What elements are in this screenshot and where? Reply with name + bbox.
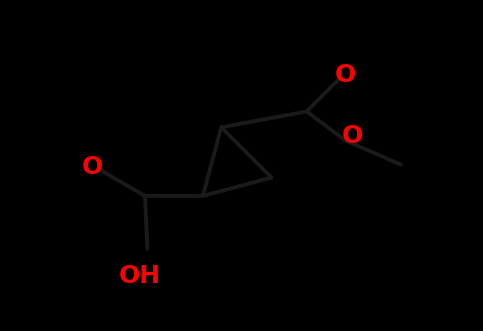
Text: O: O bbox=[81, 155, 102, 179]
Text: OH: OH bbox=[119, 263, 161, 288]
Text: O: O bbox=[335, 63, 356, 87]
Text: O: O bbox=[342, 123, 363, 148]
